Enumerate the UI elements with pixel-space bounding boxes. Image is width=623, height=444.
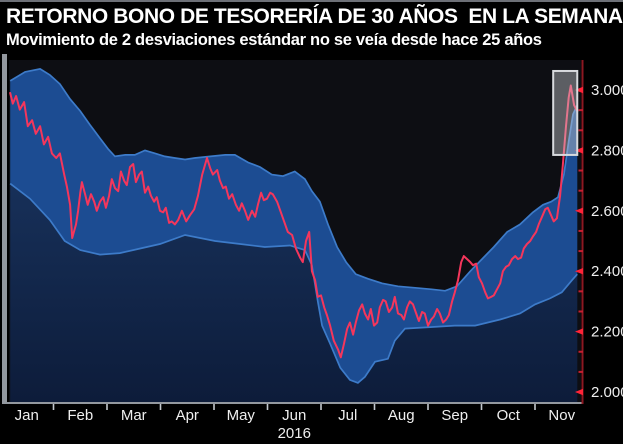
x-axis-month-label: Aug (388, 407, 415, 424)
x-axis-month-label: Nov (548, 407, 575, 424)
x-axis-tick (266, 404, 269, 410)
below-band-area (10, 183, 578, 402)
chart-title: RETORNO BONO DE TESORERÍA DE 30 AÑOS EN … (6, 5, 623, 28)
x-axis-tick (52, 404, 55, 410)
y-axis-minor-tick (578, 350, 583, 353)
y-axis-minor-tick (578, 229, 583, 232)
x-axis-tick (534, 404, 536, 410)
x-axis-month-label: Jan (15, 407, 39, 424)
y-axis-minor-tick (578, 250, 583, 253)
y-axis-label: 2.600 (591, 203, 623, 220)
x-axis-tick (213, 404, 215, 410)
y-axis-minor-tick (578, 129, 583, 132)
y-axis-label: 2.400 (591, 263, 623, 280)
y-axis-minor-tick (578, 310, 583, 313)
spike-highlight-box (552, 69, 579, 156)
y-axis-minor-tick (578, 189, 583, 192)
y-axis-label: 2.200 (591, 324, 623, 341)
y-axis-tick (575, 268, 583, 275)
y-axis-tick (575, 147, 583, 154)
x-axis-month-label: Sep (441, 407, 468, 424)
y-axis-tick (575, 86, 583, 94)
y-axis-tick (575, 388, 583, 396)
x-axis-tick (320, 404, 322, 410)
y-axis-minor-tick (578, 290, 583, 293)
x-axis-month-label: Feb (67, 407, 93, 424)
stdev-band-area (10, 68, 578, 383)
band-lower-edge (9, 182, 578, 384)
x-axis-month-label: Jul (338, 407, 357, 424)
frame-baseline (2, 402, 582, 404)
x-axis-tick (106, 404, 108, 410)
x-axis-month-label: Apr (176, 407, 199, 424)
x-axis-tick (480, 404, 483, 410)
y-axis-label: 2.800 (591, 142, 623, 159)
y-axis-label: 3.000 (591, 82, 623, 99)
x-axis-month-label: May (227, 407, 256, 424)
x-axis-tick (373, 404, 376, 410)
x-axis-month-label: Jun (282, 407, 306, 424)
chart-subtitle: Movimiento de 2 desviaciones estándar no… (6, 31, 542, 49)
y-axis-minor-tick (578, 109, 583, 112)
y-axis-minor-tick (578, 370, 583, 373)
x-axis-year-label: 2016 (278, 425, 311, 442)
band-upper-edge (9, 68, 579, 292)
frame-left-bar (2, 54, 7, 404)
y-axis-minor-tick (578, 169, 583, 172)
yield-line (9, 84, 579, 359)
y-axis-label: 2.000 (591, 384, 623, 401)
x-axis-tick (427, 404, 429, 410)
x-axis-tick (159, 404, 162, 410)
y-axis-tick (575, 207, 583, 214)
y-axis-tick (575, 328, 583, 335)
x-axis-month-label: Mar (121, 407, 147, 424)
x-axis-month-label: Oct (497, 407, 521, 424)
